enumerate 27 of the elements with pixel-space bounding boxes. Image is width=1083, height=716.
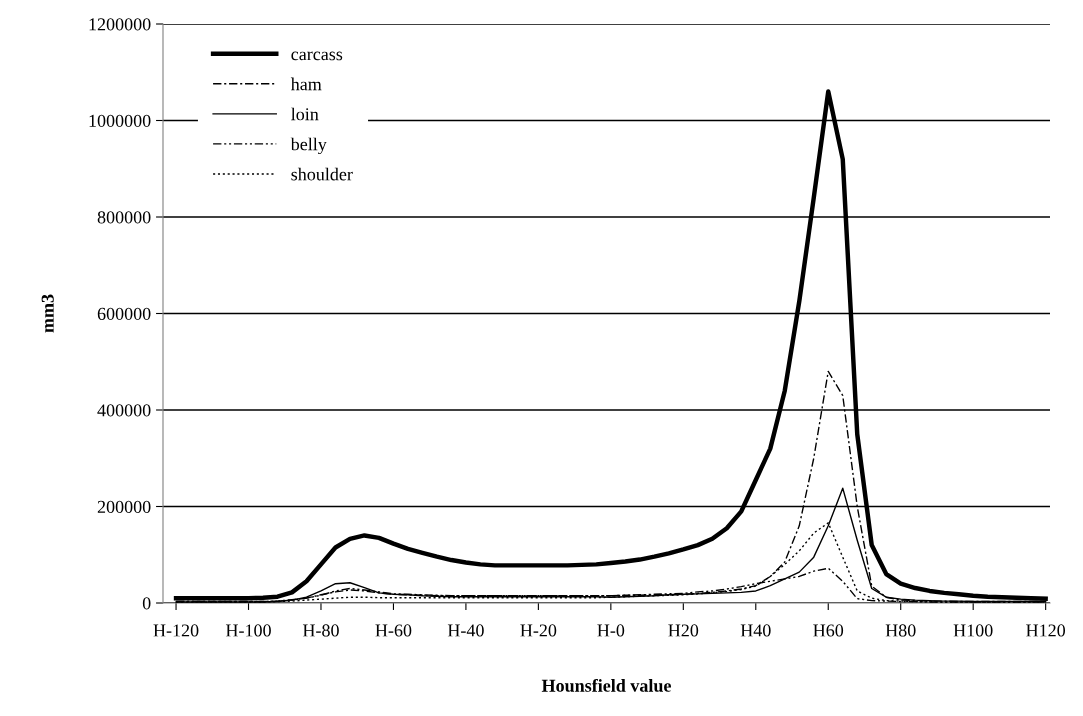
y-tick-label: 400000 (97, 404, 151, 417)
y-axis-title: mm3 (41, 294, 54, 333)
x-tick-label: H-80 (302, 624, 339, 637)
x-tick-label: H-20 (520, 624, 557, 637)
legend-label: belly (290, 137, 327, 155)
y-tick-label: 200000 (97, 500, 151, 513)
legend-label: ham (290, 77, 322, 91)
legend-label: loin (291, 107, 319, 121)
y-tick-label: 600000 (97, 307, 151, 320)
x-tick-label: H-120 (153, 624, 199, 637)
x-tick-label: H100 (953, 624, 993, 637)
y-tick-label: 800000 (97, 211, 151, 224)
x-tick-label: H120 (1026, 624, 1066, 637)
x-tick-label: H-40 (447, 624, 484, 637)
y-tick-label: 0 (142, 597, 151, 610)
x-axis-title: Hounsfield value (541, 678, 671, 692)
y-tick-label: 1200000 (89, 18, 151, 31)
x-tick-label: H40 (740, 624, 771, 637)
legend-label: carcass (291, 51, 343, 61)
legend-label: shoulder (291, 167, 353, 181)
x-tick-label: H-100 (225, 624, 271, 637)
x-tick-label: H20 (668, 624, 699, 637)
y-tick-label: 1000000 (89, 114, 151, 127)
x-tick-label: H-60 (375, 624, 412, 637)
x-tick-label: H-0 (597, 624, 625, 637)
x-tick-label: H80 (885, 624, 916, 637)
x-tick-label: H60 (813, 624, 844, 637)
